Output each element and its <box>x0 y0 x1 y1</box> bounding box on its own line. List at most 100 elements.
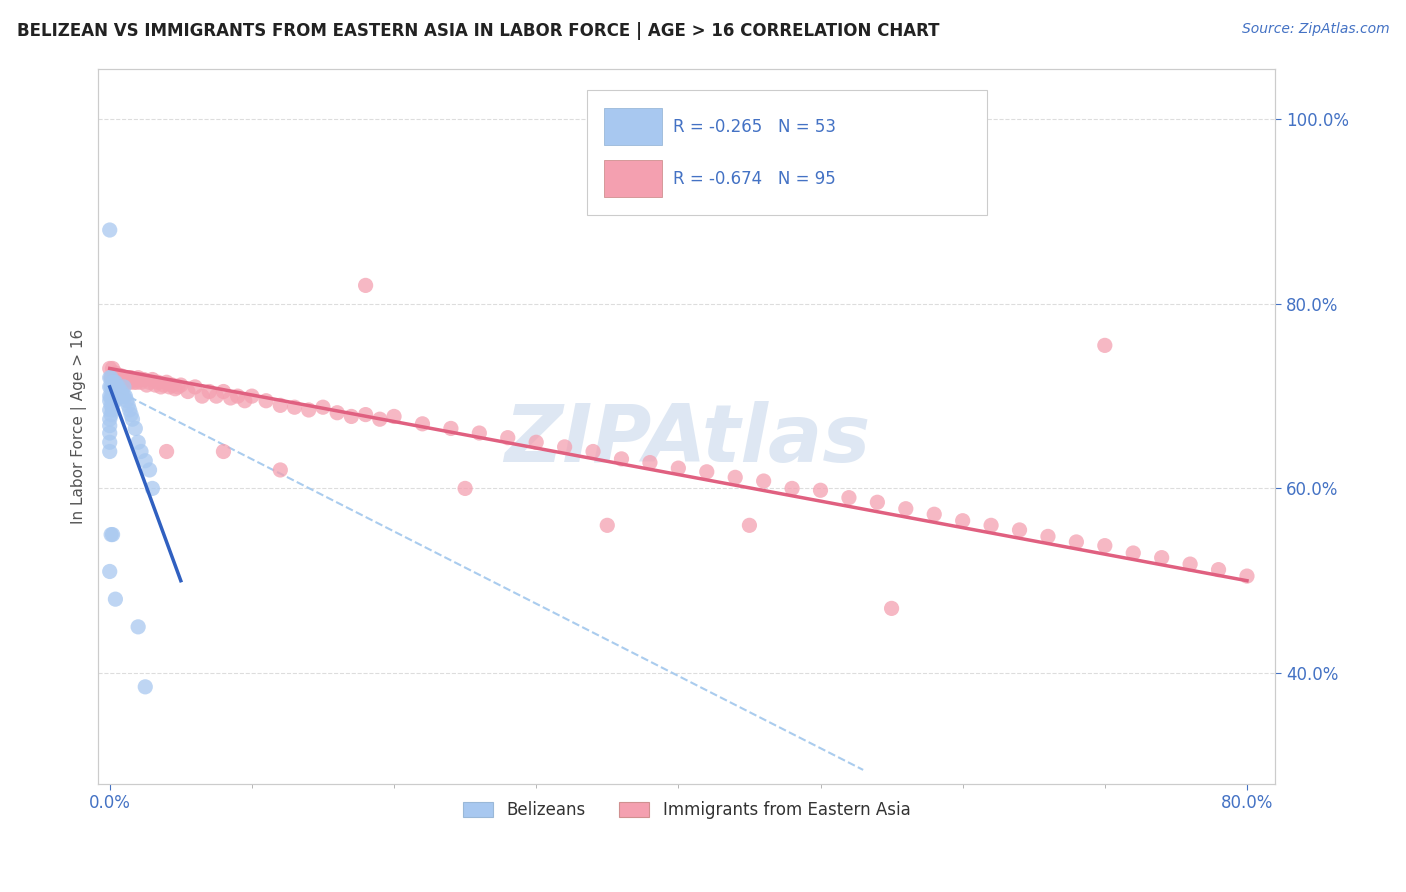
Point <box>752 474 775 488</box>
Point <box>120 370 142 384</box>
Text: ZIPAtlas: ZIPAtlas <box>503 401 870 479</box>
Text: R = -0.265   N = 53: R = -0.265 N = 53 <box>672 118 835 136</box>
Point <box>98 361 121 376</box>
Point <box>149 380 172 394</box>
Point <box>110 384 132 399</box>
Point <box>101 403 124 417</box>
Point <box>129 376 152 390</box>
Point <box>468 425 491 440</box>
Point <box>104 393 127 408</box>
Point <box>98 418 121 433</box>
Point <box>103 370 125 384</box>
Point <box>100 380 122 394</box>
Point <box>101 384 124 399</box>
Point <box>454 482 477 496</box>
Point <box>98 393 121 408</box>
Point <box>101 527 124 541</box>
Point <box>98 565 121 579</box>
Point <box>191 389 214 403</box>
Point <box>340 409 363 424</box>
Point <box>124 372 146 386</box>
Point <box>127 370 149 384</box>
Point <box>118 403 141 417</box>
Point <box>121 412 143 426</box>
Point <box>226 389 249 403</box>
Point <box>1236 569 1258 583</box>
Point <box>155 376 177 390</box>
Point <box>1094 338 1116 352</box>
Point <box>114 372 136 386</box>
Point <box>368 412 391 426</box>
Point <box>382 409 405 424</box>
Point <box>524 435 547 450</box>
Point <box>129 444 152 458</box>
Point <box>269 463 291 477</box>
Point <box>101 393 124 408</box>
Point <box>103 376 125 390</box>
Point <box>117 398 139 412</box>
Point <box>98 435 121 450</box>
Point <box>125 376 148 390</box>
Point <box>127 620 149 634</box>
Point <box>141 482 163 496</box>
Point <box>170 378 193 392</box>
Point <box>233 393 256 408</box>
Point <box>738 518 761 533</box>
Point <box>354 278 377 293</box>
Point <box>98 370 121 384</box>
Point <box>1094 539 1116 553</box>
Point <box>138 463 160 477</box>
FancyBboxPatch shape <box>605 108 662 145</box>
Point <box>205 389 228 403</box>
Point <box>110 368 132 383</box>
Point <box>107 380 129 394</box>
Point <box>810 483 832 498</box>
Point <box>115 393 138 408</box>
Point <box>312 401 335 415</box>
Point <box>132 372 155 386</box>
Point <box>98 389 121 403</box>
Point <box>107 370 129 384</box>
Point <box>184 380 207 394</box>
Point <box>104 376 127 390</box>
Point <box>696 465 718 479</box>
Point <box>298 403 321 417</box>
Point <box>952 514 974 528</box>
Point <box>104 384 127 399</box>
Point <box>112 389 135 403</box>
Point <box>880 601 903 615</box>
Point <box>100 408 122 422</box>
Point <box>866 495 889 509</box>
Point <box>212 384 235 399</box>
Point <box>411 417 433 431</box>
Point <box>554 440 576 454</box>
Point <box>1122 546 1144 560</box>
Point <box>107 389 129 403</box>
Point <box>105 380 128 394</box>
Point <box>254 393 277 408</box>
Point <box>100 398 122 412</box>
Point <box>596 518 619 533</box>
Point <box>724 470 747 484</box>
Y-axis label: In Labor Force | Age > 16: In Labor Force | Age > 16 <box>72 328 87 524</box>
Point <box>100 527 122 541</box>
Point <box>121 372 143 386</box>
Point <box>138 376 160 390</box>
Point <box>496 431 519 445</box>
FancyBboxPatch shape <box>605 160 662 197</box>
Point <box>124 421 146 435</box>
Point <box>1150 550 1173 565</box>
Point <box>1208 563 1230 577</box>
Point <box>127 435 149 450</box>
Point <box>894 501 917 516</box>
Point <box>120 408 142 422</box>
Point <box>240 389 263 403</box>
Point <box>104 366 127 380</box>
Point <box>104 592 127 607</box>
Point <box>114 389 136 403</box>
Point <box>98 223 121 237</box>
Point <box>146 376 169 390</box>
Point <box>354 408 377 422</box>
Point <box>134 680 156 694</box>
Point <box>141 372 163 386</box>
